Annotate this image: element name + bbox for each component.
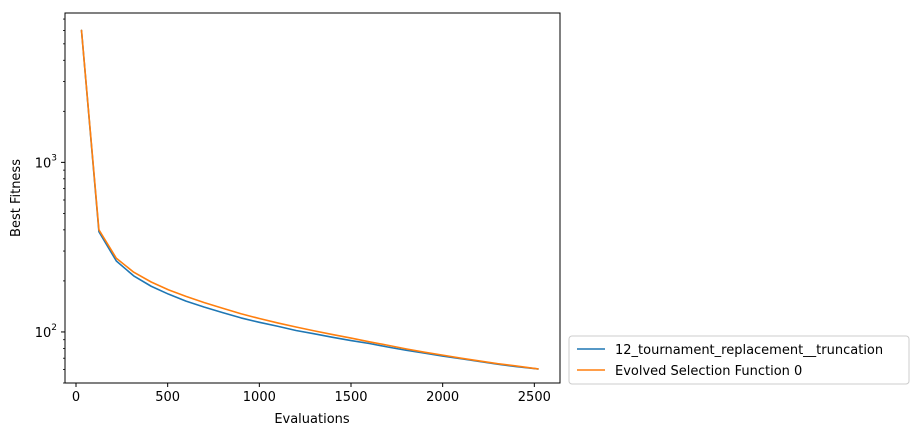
x-tick-label: 2000 (426, 390, 459, 405)
x-axis: 0 500 1000 1500 2000 2500 (72, 383, 551, 405)
x-tick-label: 500 (155, 390, 180, 405)
y-axis-label: Best Fitness (9, 159, 24, 237)
legend-box (568, 335, 910, 385)
y-axis: 102 103 (35, 18, 65, 384)
y-tick-label: 102 (35, 323, 57, 341)
series-line-2 (80, 29, 539, 370)
x-tick-label: 1000 (243, 390, 276, 405)
series-layer (80, 29, 539, 370)
x-tick-label: 1500 (334, 390, 367, 405)
x-tick-label: 2500 (518, 390, 551, 405)
plot-frame (64, 12, 561, 384)
legend-label-series-2: Evolved Selection Function 0 (615, 364, 802, 379)
legend: 12_tournament_replacement__truncation Ev… (568, 335, 910, 385)
y-tick-label: 103 (35, 153, 57, 171)
x-axis-label: Evaluations (274, 412, 350, 427)
x-tick-label: 0 (72, 390, 80, 405)
legend-label-series-1: 12_tournament_replacement__truncation (615, 343, 883, 358)
plot-area (65, 13, 560, 383)
